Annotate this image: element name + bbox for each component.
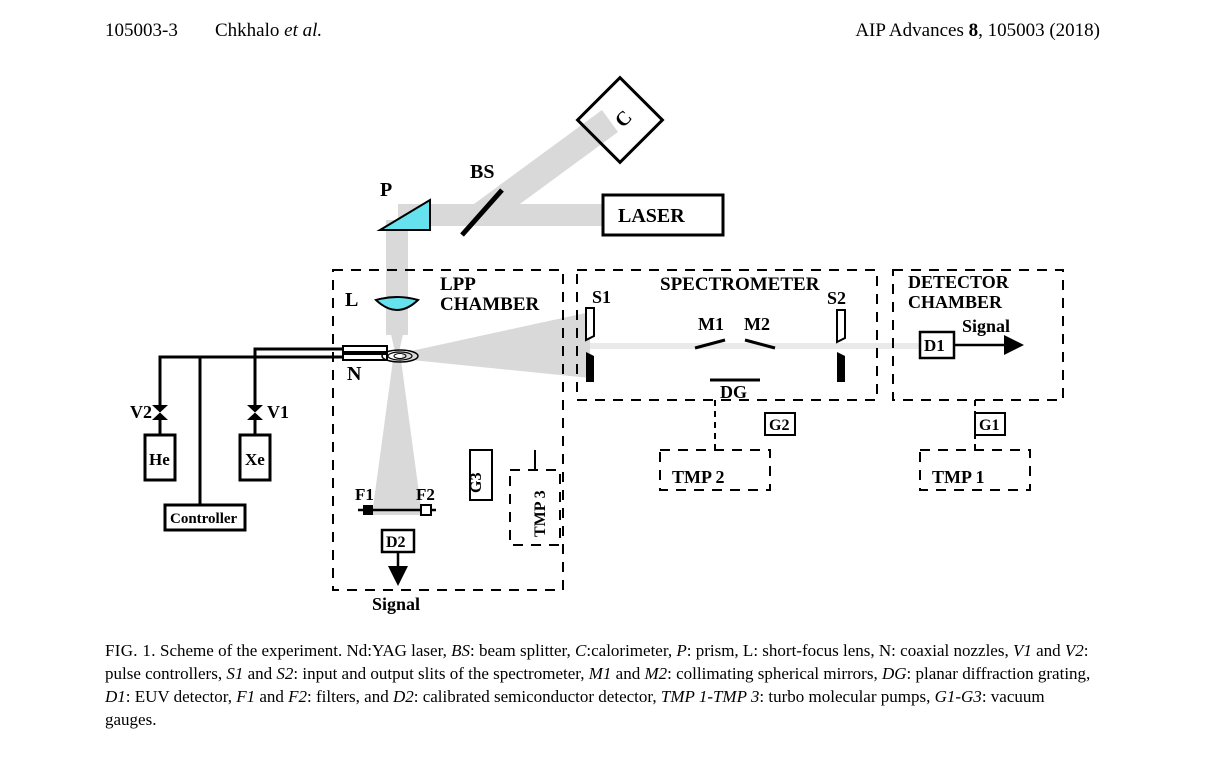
c2: : beam splitter, — [470, 641, 575, 660]
c14: : filters, and — [307, 687, 393, 706]
valves: V1 V2 — [130, 402, 289, 435]
gas-tanks: Xe He Controller — [145, 405, 270, 530]
tmp-connectors — [535, 400, 975, 470]
c-D1: D1 — [105, 687, 126, 706]
c-DG: DG — [882, 664, 907, 683]
valve-v1: V1 — [247, 402, 289, 435]
label-chamber2: CHAMBER — [908, 292, 1003, 312]
label-TMP3: TMP 3 — [532, 490, 549, 537]
label-signal-1: Signal — [962, 316, 1010, 336]
label-S2: S2 — [827, 288, 846, 308]
caption-fignum: FIG. 1. — [105, 641, 156, 660]
gauge-g1: G1 — [975, 413, 1005, 435]
c-P: P — [676, 641, 686, 660]
slit-s1: S1 — [586, 287, 611, 382]
label-S1: S1 — [592, 287, 611, 307]
gauge-g2: G2 — [765, 413, 795, 435]
label-He: He — [149, 450, 170, 469]
c-F1: F1 — [236, 687, 255, 706]
c11: : planar diffraction grating, — [907, 664, 1091, 683]
c-F2: F2 — [288, 687, 307, 706]
label-laser: LASER — [618, 205, 685, 227]
journal-ref: AIP Advances 8, 105003 (2018) — [855, 20, 1100, 42]
label-G2: G2 — [769, 417, 789, 434]
journal-issue: , 105003 (2018) — [978, 20, 1100, 41]
label-D2: D2 — [386, 534, 406, 551]
coaxial-nozzle: N — [343, 346, 418, 385]
label-BS: BS — [470, 161, 494, 183]
authors-etal: et al. — [284, 20, 322, 41]
label-M1: M1 — [698, 314, 724, 334]
c7: and — [243, 664, 276, 683]
c1: Scheme of the experiment. Nd:YAG laser, — [156, 641, 451, 660]
label-N: N — [347, 363, 362, 385]
laser-box: LASER — [603, 195, 723, 235]
c-V1: V1 — [1013, 641, 1032, 660]
journal-volume: 8 — [969, 20, 979, 41]
label-D1: D1 — [924, 336, 945, 355]
label-signal-2: Signal — [372, 594, 420, 614]
valve-v2: V2 — [130, 402, 168, 435]
c15: : calibrated semiconductor detector, — [414, 687, 661, 706]
c-M1: M1 — [589, 664, 612, 683]
c12: : EUV detector, — [126, 687, 236, 706]
figure-diagram: C LASER BS P L — [100, 70, 1105, 625]
label-G1: G1 — [979, 417, 999, 434]
label-TMP2: TMP 2 — [672, 467, 725, 487]
c10: : collimating spherical mirrors, — [667, 664, 882, 683]
label-TMP1: TMP 1 — [932, 467, 985, 487]
c-G: G1-G3 — [935, 687, 982, 706]
label-chamber1: CHAMBER — [440, 294, 540, 315]
authors: Chkhalo et al. — [215, 20, 322, 42]
mirrors-grating: M1 M2 DG — [695, 314, 775, 402]
c-S1: S1 — [226, 664, 243, 683]
c4: : prism, L: short-focus lens, N: coaxial… — [687, 641, 1013, 660]
c-V2: V2 — [1065, 641, 1084, 660]
chamber-labels: LPP CHAMBER SPECTROMETER DETECTOR CHAMBE… — [440, 272, 1010, 315]
c-M2: M2 — [644, 664, 667, 683]
lpp-chamber-box — [333, 270, 563, 590]
label-LPP: LPP — [440, 274, 476, 295]
label-V2: V2 — [130, 402, 152, 422]
gas-lines — [160, 349, 343, 405]
c13: and — [255, 687, 288, 706]
diagram-svg: C LASER BS P L — [100, 70, 1105, 625]
label-spectrometer: SPECTROMETER — [660, 274, 820, 295]
c5: and — [1032, 641, 1065, 660]
slit-s2: S2 — [827, 288, 846, 382]
tmp-labels: TMP 2 TMP 1 TMP 3 — [532, 467, 985, 537]
c-BS: BS — [451, 641, 470, 660]
journal-name: AIP Advances — [855, 20, 968, 41]
c3: :calorimeter, — [586, 641, 676, 660]
label-G3: G3 — [468, 473, 485, 493]
figure-caption: FIG. 1. Scheme of the experiment. Nd:YAG… — [105, 640, 1100, 732]
c16: : turbo molecular pumps, — [759, 687, 934, 706]
page-number: 105003-3 — [105, 20, 178, 42]
label-L: L — [345, 289, 358, 311]
c-C: C — [575, 641, 586, 660]
c9: and — [611, 664, 644, 683]
c-TMP: TMP 1-TMP 3 — [661, 687, 760, 706]
gauge-g3: G3 — [468, 450, 492, 500]
authors-name: Chkhalo — [215, 20, 284, 41]
label-controller: Controller — [170, 511, 238, 527]
label-F1: F1 — [355, 485, 374, 504]
label-Xe: Xe — [245, 450, 265, 469]
c-D2: D2 — [393, 687, 414, 706]
label-P: P — [380, 179, 392, 201]
label-DG: DG — [720, 382, 747, 402]
label-M2: M2 — [744, 314, 770, 334]
c-S2: S2 — [276, 664, 293, 683]
label-V1: V1 — [267, 402, 289, 422]
c8: : input and output slits of the spectrom… — [293, 664, 588, 683]
label-F2: F2 — [416, 485, 435, 504]
label-detector: DETECTOR — [908, 272, 1010, 292]
page: 105003-3 Chkhalo et al. AIP Advances 8, … — [0, 0, 1205, 773]
detector-d1: D1 Signal — [920, 316, 1020, 358]
